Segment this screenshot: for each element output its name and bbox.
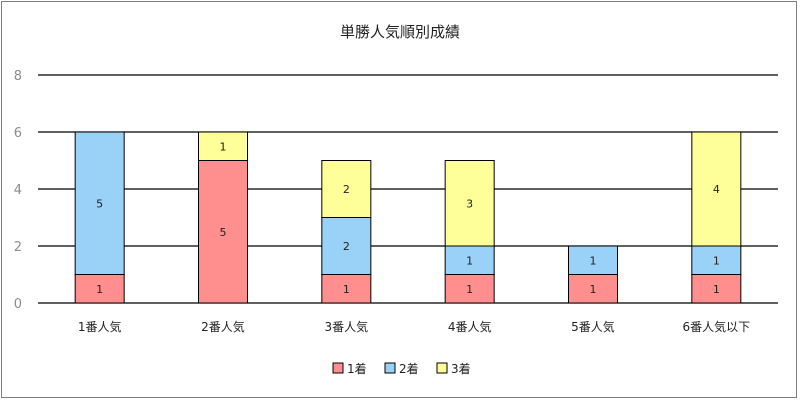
bar-segment [444, 274, 495, 304]
y-tick-label: 2 [14, 240, 22, 255]
y-tick-label: 0 [14, 297, 22, 312]
legend-swatch [332, 362, 344, 374]
data-label: 5 [96, 197, 103, 210]
data-label: 1 [590, 254, 597, 267]
x-tick-label: 2番人気 [201, 319, 245, 334]
bar-segment [568, 245, 618, 275]
bar-segment [691, 131, 742, 247]
bar-segment [568, 274, 618, 304]
bar-segment [74, 274, 125, 304]
bar-segment [444, 245, 495, 275]
bar-segment [321, 160, 372, 218]
x-tick-label: 1番人気 [78, 319, 122, 334]
data-label: 1 [220, 140, 227, 153]
y-axis-ticks: 0 2 4 6 8 [14, 69, 22, 312]
data-label: 1 [713, 254, 720, 267]
bars: 1 5 5 1 1 2 2 1 1 3 1 1 1 1 4 [74, 131, 742, 304]
legend-label: 1着 [347, 361, 367, 376]
x-axis-ticks: 1番人気 2番人気 3番人気 4番人気 5番人気 6番人気以下 [78, 319, 750, 334]
bar-segment [198, 131, 248, 161]
data-label: 1 [713, 283, 720, 296]
data-label: 1 [343, 283, 350, 296]
data-label: 3 [466, 197, 473, 210]
y-tick-label: 6 [14, 126, 22, 141]
chart-title: 単勝人気順別成績 [340, 23, 460, 41]
data-label: 2 [343, 240, 350, 253]
data-label: 1 [96, 283, 103, 296]
bar-segment [321, 217, 372, 275]
data-label: 1 [590, 283, 597, 296]
legend-label: 3着 [451, 361, 471, 376]
data-label: 1 [466, 254, 473, 267]
y-tick-label: 4 [14, 183, 22, 198]
legend-swatch [436, 362, 448, 374]
data-label: 5 [220, 226, 227, 239]
x-tick-label: 5番人気 [571, 319, 615, 334]
legend-label: 2着 [399, 361, 419, 376]
data-label: 1 [466, 283, 473, 296]
bar-segment [444, 160, 495, 247]
y-tick-label: 8 [14, 69, 22, 84]
x-tick-label: 4番人気 [448, 319, 492, 334]
x-tick-label: 3番人気 [325, 319, 369, 334]
bar-segment [691, 274, 742, 304]
legend: 1着 2着 3着 [332, 361, 471, 376]
legend-swatch [384, 362, 396, 374]
bar-segment [691, 245, 742, 275]
bar-segment [74, 131, 125, 275]
x-tick-label: 6番人気以下 [683, 319, 751, 334]
data-label: 2 [343, 183, 350, 196]
gridlines [38, 74, 778, 304]
data-label: 4 [713, 183, 720, 196]
